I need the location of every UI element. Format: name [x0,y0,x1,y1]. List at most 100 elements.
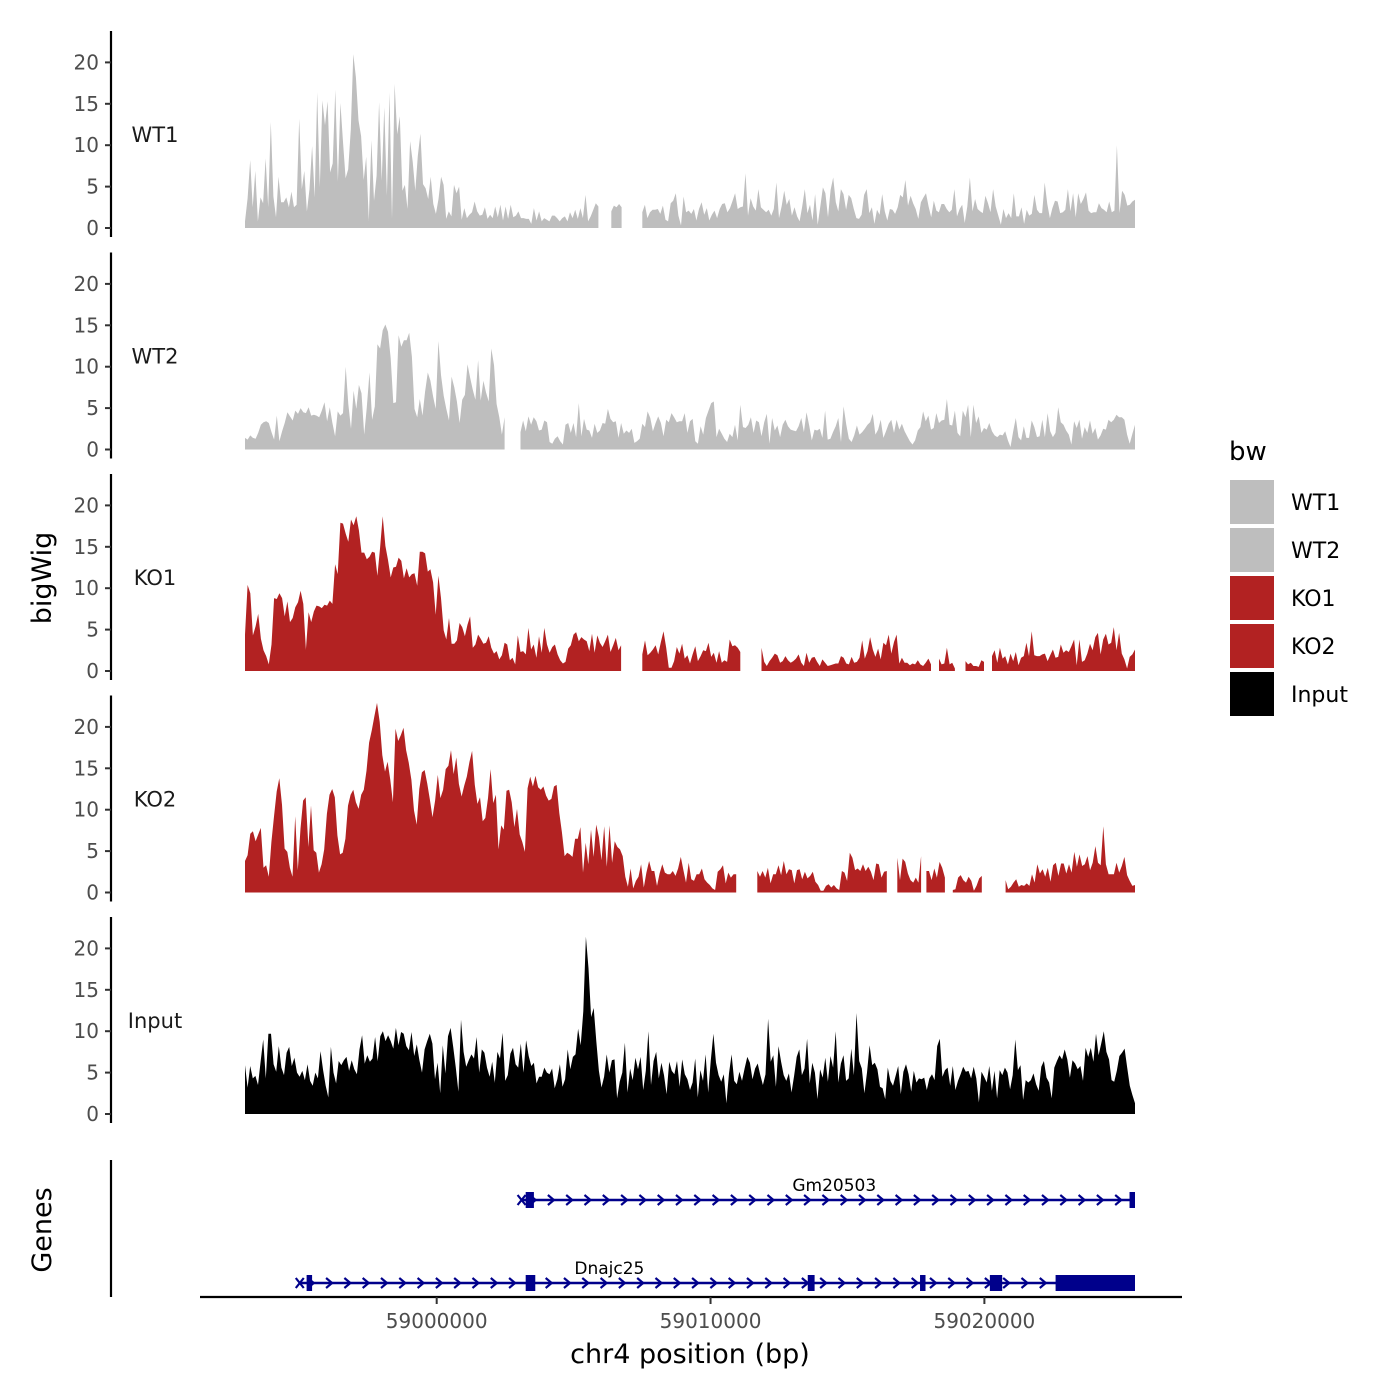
legend-label: KO2 [1291,635,1336,660]
track-label: WT2 [132,345,179,369]
legend-label: KO1 [1291,587,1336,612]
strand-arrow [583,1194,593,1206]
legend: bw WT1 WT2 KO1 KO2 Input [1229,437,1348,716]
strand-arrow [1039,1277,1048,1289]
coverage-area-ko1 [992,627,1135,671]
y-tick-label: 5 [86,839,99,863]
strand-arrow [819,1277,828,1289]
strand-arrow [547,1194,556,1206]
y-tick-label: 20 [74,493,99,517]
strand-arrow [691,1277,700,1289]
strand-arrow [602,1194,611,1206]
coverage-area-wt2 [520,399,1135,450]
gene-label: Dnajc25 [574,1259,644,1279]
strand-arrow [620,1194,629,1206]
y-tick-label: 0 [86,438,99,462]
track-input: 0 5 10 15 20 Input [74,917,1135,1126]
strand-arrow [876,1194,886,1206]
strand-arrow [471,1277,481,1289]
strand-arrow [654,1277,664,1289]
coverage-area-wt1 [245,54,599,228]
strand-arrow [986,1194,995,1206]
strand-arrow [1096,1194,1105,1206]
y-tick-label: 0 [86,1102,99,1126]
legend-swatch [1230,480,1274,524]
y-tick-label: 0 [86,216,99,240]
legend-swatch [1230,576,1274,620]
strand-arrow [1041,1194,1050,1206]
strand-arrow [581,1277,590,1289]
strand-arrow [1077,1194,1087,1206]
gene-exon [920,1275,926,1291]
y-tick-label: 15 [74,92,99,116]
strand-arrow [343,1277,353,1289]
y-tick-label: 10 [74,133,99,157]
gene-exon [525,1275,536,1291]
strand-arrow [636,1277,645,1289]
gene-start-cap [294,1277,305,1289]
strand-arrow [965,1277,975,1289]
strand-arrow [453,1277,462,1289]
strand-arrow [325,1277,334,1289]
y-axis-title: bigWig [27,532,58,625]
track-label: KO2 [134,788,177,812]
y-tick-label: 10 [74,1019,99,1043]
coverage-area-input [245,936,1135,1114]
strand-arrow [490,1277,499,1289]
track-label: KO1 [134,566,177,590]
coverage-area-ko2 [897,856,922,893]
strand-arrow [599,1277,609,1289]
strand-arrow [693,1194,703,1206]
strand-arrow [929,1277,938,1289]
strand-arrow [638,1194,648,1206]
strand-arrow [1004,1194,1014,1206]
strand-arrow [508,1277,517,1289]
y-tick-label: 5 [86,618,99,642]
x-tick-label: 59000000 [386,1309,488,1333]
coverage-area-ko2 [926,861,945,893]
coverage-area-ko2 [245,702,737,893]
coverage-area-ko1 [965,660,984,671]
legend-label: WT1 [1291,491,1340,516]
coverage-area-ko1 [761,634,931,671]
strand-arrow [766,1194,776,1206]
track-label: WT1 [132,123,179,147]
track-wt1: 0 5 10 15 20 WT1 [74,31,1135,240]
strand-arrow [839,1194,849,1206]
y-tick-label: 20 [74,272,99,296]
y-tick-label: 20 [74,715,99,739]
coverage-area-ko1 [642,631,741,671]
y-tick-label: 15 [74,978,99,1002]
y-tick-label: 15 [74,756,99,780]
strand-arrow [931,1194,940,1206]
gene-exon [306,1275,313,1291]
gene-start-cap [516,1194,527,1206]
y-tick-label: 10 [74,798,99,822]
strand-arrow [727,1277,737,1289]
strand-arrow [380,1277,389,1289]
strand-arrow [947,1277,956,1289]
strand-arrow [785,1194,794,1206]
coverage-area-ko2 [757,852,887,893]
y-tick-label: 20 [74,50,99,74]
strand-arrow [675,1194,684,1206]
strand-arrow [416,1277,426,1289]
track-ko2: 0 5 10 15 20 KO2 [74,695,1135,905]
strand-arrow [711,1194,721,1206]
coverage-area-wt2 [245,324,505,450]
strand-arrow [1059,1194,1068,1206]
x-tick-label: 59020000 [933,1309,1035,1333]
y-tick-label: 0 [86,659,99,683]
gene-exon [1129,1192,1135,1208]
strand-arrow [803,1194,812,1206]
legend-title: bw [1229,437,1267,467]
strand-arrow [1114,1194,1123,1206]
strand-arrow [398,1277,407,1289]
strand-arrow [913,1194,922,1206]
strand-arrow [1022,1194,1032,1206]
strand-arrow [673,1277,682,1289]
gene-label: Gm20503 [792,1176,876,1196]
strand-arrow [821,1194,831,1206]
genes-panel-title: Genes [27,1187,58,1272]
